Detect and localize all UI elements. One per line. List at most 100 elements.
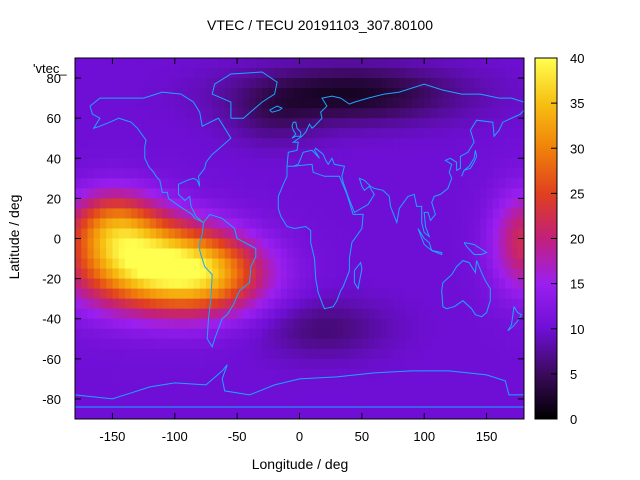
heatmap-cell: [380, 288, 388, 300]
heatmap-cell: [386, 128, 394, 139]
heatmap-cell: [106, 168, 114, 179]
heatmap-cell: [430, 128, 438, 139]
heatmap-cell: [187, 398, 195, 410]
heatmap-cell: [224, 58, 232, 69]
heatmap-cell: [274, 148, 282, 159]
heatmap-cell: [187, 308, 195, 320]
heatmap-cell: [336, 58, 344, 69]
heatmap-cell: [124, 348, 132, 360]
heatmap-cell: [380, 358, 388, 370]
heatmap-cell: [124, 78, 132, 89]
heatmap-cell: [205, 178, 213, 189]
heatmap-cell: [511, 268, 519, 280]
heatmap-cell: [486, 208, 494, 220]
heatmap-cell: [305, 378, 313, 390]
heatmap-cell: [205, 218, 213, 230]
heatmap-cell: [505, 218, 513, 230]
heatmap-cell: [349, 158, 357, 169]
heatmap-cell: [355, 168, 363, 179]
heatmap-cell: [287, 358, 294, 370]
heatmap-cell: [355, 358, 363, 370]
heatmap-cell: [424, 98, 432, 109]
heatmap-cell: [268, 108, 276, 119]
heatmap-cell: [149, 178, 157, 189]
heatmap-cell: [305, 98, 313, 109]
heatmap-cell: [187, 168, 195, 179]
heatmap-cell: [243, 118, 251, 129]
heatmap-cell: [349, 178, 357, 189]
heatmap-cell: [187, 298, 195, 310]
heatmap-cell: [218, 198, 226, 210]
heatmap-cell: [124, 178, 132, 189]
heatmap-cell: [399, 248, 407, 260]
heatmap-cell: [93, 288, 101, 300]
heatmap-cell: [324, 178, 332, 189]
heatmap-cell: [399, 318, 407, 330]
heatmap-cell: [430, 78, 438, 89]
heatmap-cell: [262, 168, 269, 179]
heatmap-cell: [318, 328, 326, 340]
heatmap-cell: [386, 188, 394, 199]
heatmap-cell: [474, 218, 481, 230]
heatmap-cell: [343, 198, 350, 210]
heatmap-cell: [249, 238, 257, 250]
heatmap-cell: [199, 328, 207, 340]
heatmap-cell: [386, 358, 394, 370]
heatmap-cell: [299, 278, 307, 290]
heatmap-cell: [174, 388, 182, 400]
heatmap-cell: [87, 158, 95, 169]
heatmap-cell: [511, 338, 519, 350]
heatmap-cell: [162, 308, 170, 320]
heatmap-cell: [287, 408, 294, 419]
heatmap-cell: [442, 388, 450, 400]
heatmap-cell: [187, 228, 195, 240]
heatmap-cell: [81, 408, 89, 419]
heatmap-cell: [442, 138, 450, 149]
heatmap-cell: [106, 348, 114, 360]
heatmap-cell: [199, 298, 207, 310]
heatmap-cell: [205, 378, 213, 390]
heatmap-cell: [311, 278, 319, 290]
heatmap-cell: [349, 408, 357, 419]
heatmap-cell: [174, 228, 182, 240]
heatmap-cell: [355, 98, 363, 109]
heatmap-cell: [118, 298, 126, 310]
heatmap-cell: [287, 348, 294, 360]
heatmap-cell: [417, 168, 425, 179]
heatmap-cell: [280, 208, 288, 220]
heatmap-cell: [343, 268, 350, 280]
heatmap-cell: [349, 368, 357, 380]
heatmap-cell: [149, 248, 157, 260]
heatmap-cell: [305, 128, 313, 139]
heatmap-cell: [287, 328, 294, 340]
heatmap-cell: [149, 228, 157, 240]
heatmap-cell: [255, 278, 263, 290]
heatmap-cell: [162, 88, 170, 99]
heatmap-cell: [212, 248, 220, 260]
heatmap-cell: [343, 168, 350, 179]
heatmap-cell: [181, 358, 188, 370]
heatmap-cell: [449, 288, 457, 300]
heatmap-cell: [467, 308, 475, 320]
heatmap-cell: [106, 258, 114, 270]
heatmap-cell: [399, 148, 407, 159]
heatmap-cell: [237, 408, 244, 419]
heatmap-cell: [324, 188, 332, 199]
heatmap-cell: [492, 268, 500, 280]
heatmap-cell: [299, 188, 307, 199]
heatmap-cell: [124, 168, 132, 179]
heatmap-cell: [112, 228, 120, 240]
heatmap-cell: [305, 228, 313, 240]
heatmap-cell: [405, 148, 413, 159]
heatmap-cell: [461, 168, 469, 179]
heatmap-cell: [492, 378, 500, 390]
heatmap-cell: [124, 378, 132, 390]
heatmap-cell: [118, 398, 126, 410]
x-axis-ticks: -150 -100 -50 0 50 100 150: [99, 58, 497, 444]
heatmap-cell: [442, 248, 450, 260]
heatmap-cell: [87, 358, 95, 370]
heatmap-cell: [193, 298, 201, 310]
heatmap-cell: [193, 338, 201, 350]
heatmap-cell: [492, 88, 500, 99]
heatmap-cell: [81, 128, 89, 139]
